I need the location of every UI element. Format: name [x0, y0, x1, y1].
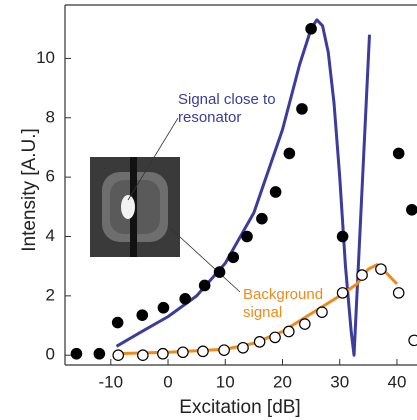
annotation: Signal close to — [178, 91, 276, 108]
open-point — [356, 269, 368, 281]
open-point — [197, 345, 209, 358]
open-point — [157, 347, 169, 360]
open-point — [282, 325, 295, 338]
filled-point — [283, 147, 296, 160]
y-axis-label: Intensity [A.U.] — [19, 128, 40, 252]
y-tick-label: 2 — [46, 285, 55, 304]
filled-point — [157, 301, 170, 314]
filled-point — [392, 147, 405, 160]
filled-point — [111, 316, 124, 329]
annotation: resonator — [178, 109, 241, 126]
x-tick-label: 0 — [163, 372, 172, 391]
y-tick-label: 10 — [36, 48, 55, 67]
filled-point — [136, 309, 149, 321]
x-tick-label: 20 — [273, 372, 292, 391]
filled-point — [241, 230, 253, 243]
open-point — [336, 287, 349, 299]
open-point — [269, 331, 281, 344]
x-tick-label: 30 — [330, 372, 349, 391]
open-point — [253, 336, 266, 348]
x-axis-label: Excitation [dB] — [179, 397, 300, 418]
leader-signal — [127, 117, 179, 201]
y-tick-label: 0 — [46, 345, 55, 364]
filled-point — [336, 230, 349, 243]
x-tick-label: 40 — [388, 372, 407, 391]
open-point — [218, 344, 230, 356]
filled-point — [213, 266, 226, 278]
filled-point — [256, 212, 268, 225]
inset-image — [90, 157, 180, 257]
open-point — [237, 341, 249, 354]
y-tick-label: 8 — [46, 107, 55, 126]
open-point — [112, 349, 125, 362]
open-point — [375, 263, 387, 275]
filled-point — [198, 279, 211, 292]
y-tick-label: 6 — [46, 167, 55, 186]
x-tick-label: -10 — [98, 372, 123, 391]
filled-point — [269, 186, 282, 198]
open-point — [299, 318, 311, 330]
filled-point — [70, 347, 83, 360]
open-point — [316, 306, 328, 318]
open-point — [392, 287, 405, 299]
x-tick-label: 10 — [216, 372, 235, 391]
filled-point — [93, 347, 106, 360]
open-point — [408, 334, 417, 347]
open-point — [137, 349, 149, 362]
annotation: Background — [243, 286, 323, 303]
leader-background — [167, 225, 241, 293]
filled-point — [406, 203, 417, 216]
filled-point — [227, 251, 240, 264]
filled-point — [296, 103, 308, 115]
filled-point — [179, 293, 191, 305]
y-tick-label: 4 — [46, 226, 55, 245]
filled-point — [305, 22, 317, 35]
open-point — [177, 346, 189, 359]
fit-line — [115, 18, 371, 357]
annotation: signal — [243, 304, 282, 321]
